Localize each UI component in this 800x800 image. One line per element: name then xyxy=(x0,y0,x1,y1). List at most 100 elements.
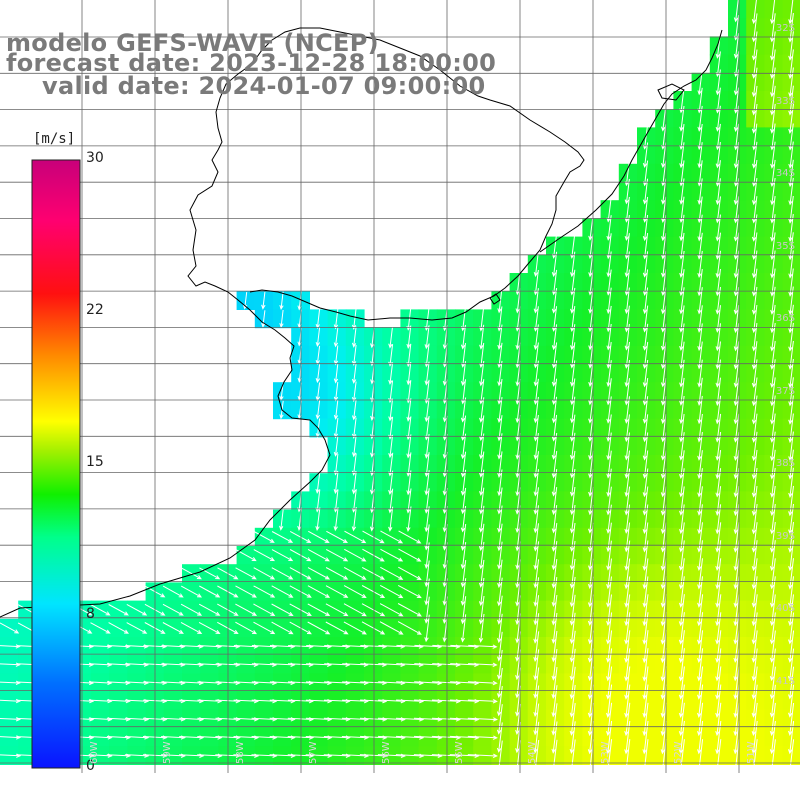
wind-arrow xyxy=(624,702,631,737)
wind-arrow xyxy=(424,452,430,478)
wind-arrow xyxy=(715,666,722,700)
wind-arrow xyxy=(770,413,776,443)
wind-arrow xyxy=(351,381,357,403)
wind-arrow xyxy=(479,360,485,387)
wind-arrow xyxy=(315,507,321,532)
wind-arrow xyxy=(261,291,266,310)
wind-arrow xyxy=(379,603,404,617)
wind-arrow xyxy=(351,435,357,458)
wind-arrow xyxy=(769,739,776,773)
wind-arrow xyxy=(733,739,740,773)
wind-arrow xyxy=(533,667,540,699)
wind-arrow xyxy=(569,432,576,461)
wind-arrow xyxy=(588,396,594,424)
wind-arrow xyxy=(406,361,412,386)
wind-arrow xyxy=(460,578,467,606)
wind-arrow xyxy=(788,449,794,480)
wind-arrow xyxy=(678,558,685,590)
wind-arrow xyxy=(333,400,339,420)
wind-arrow xyxy=(315,309,321,330)
wind-arrow xyxy=(733,684,740,718)
wind-arrow xyxy=(551,487,558,516)
wind-arrow xyxy=(624,522,631,553)
wind-arrow xyxy=(569,540,576,571)
wind-arrow xyxy=(460,415,467,441)
wind-arrow xyxy=(660,648,667,682)
wind-arrow xyxy=(588,305,594,333)
wind-arrow xyxy=(388,470,394,496)
wind-arrow xyxy=(351,326,357,348)
wind-arrow xyxy=(406,452,412,477)
wind-arrow xyxy=(770,0,776,25)
wind-arrow xyxy=(588,251,594,278)
wind-arrow xyxy=(551,523,558,552)
lon-label: 59W xyxy=(162,741,173,764)
wind-arrow xyxy=(697,450,703,480)
wind-arrow xyxy=(697,648,704,682)
wind-arrow xyxy=(751,486,758,517)
wind-arrow xyxy=(496,686,503,717)
wind-arrow xyxy=(497,613,503,644)
wind-arrow xyxy=(307,548,330,562)
wind-arrow xyxy=(697,413,703,443)
wind-arrow xyxy=(460,505,467,533)
wind-arrow xyxy=(606,432,612,461)
wind-arrow xyxy=(588,360,594,388)
wind-arrow xyxy=(398,530,422,544)
wind-arrow xyxy=(362,548,385,562)
wind-arrow xyxy=(551,342,558,369)
wind-arrow xyxy=(325,585,349,598)
lat-label: 40S xyxy=(775,603,795,614)
wind-arrow xyxy=(770,31,776,61)
wind-arrow xyxy=(361,585,386,599)
wind-arrow xyxy=(751,13,758,43)
wind-arrow xyxy=(406,325,412,349)
wind-arrow xyxy=(551,396,558,424)
wind-arrow xyxy=(697,395,703,425)
wind-arrow xyxy=(478,613,485,643)
wind-arrow xyxy=(271,621,294,635)
wind-arrow xyxy=(679,250,685,278)
wind-arrow xyxy=(569,666,576,700)
wind-arrow xyxy=(642,160,649,187)
wind-arrow xyxy=(551,505,558,534)
wind-arrow xyxy=(351,399,357,421)
wind-arrow xyxy=(570,342,576,369)
coastline xyxy=(0,27,723,618)
wind-arrow xyxy=(715,450,722,480)
wind-arrow xyxy=(624,684,631,718)
wind-arrow xyxy=(533,739,540,772)
wind-arrow xyxy=(624,739,631,773)
wind-arrow xyxy=(606,486,612,516)
wind-arrow xyxy=(388,398,394,422)
wind-arrow xyxy=(642,486,649,516)
wind-arrow xyxy=(624,396,630,424)
wind-arrow xyxy=(606,233,612,260)
wind-arrow xyxy=(533,631,540,663)
wind-arrow xyxy=(351,344,357,366)
wind-arrow xyxy=(751,449,758,480)
wind-arrow xyxy=(497,306,503,332)
wind-arrow xyxy=(478,577,485,607)
wind-arrow xyxy=(424,361,430,386)
wind-arrow xyxy=(315,364,321,384)
wind-arrow xyxy=(326,530,349,544)
wind-arrow xyxy=(660,702,667,737)
wind-arrow xyxy=(460,324,466,350)
wind-arrow xyxy=(380,530,404,544)
wind-arrow xyxy=(90,604,111,616)
wind-arrow xyxy=(678,739,685,773)
wind-arrow xyxy=(697,287,703,315)
wind-arrow xyxy=(697,702,704,737)
wind-arrow xyxy=(679,414,685,443)
wind-arrow xyxy=(180,585,203,598)
wind-arrow xyxy=(271,585,294,598)
wind-arrow xyxy=(424,506,430,533)
wind-arrow xyxy=(606,215,612,241)
wind-arrow xyxy=(325,621,349,635)
wind-arrow xyxy=(733,160,740,187)
wind-arrow xyxy=(217,603,239,616)
wind-arrow xyxy=(733,666,740,700)
wind-arrow xyxy=(788,522,794,553)
wind-arrow xyxy=(733,522,740,553)
